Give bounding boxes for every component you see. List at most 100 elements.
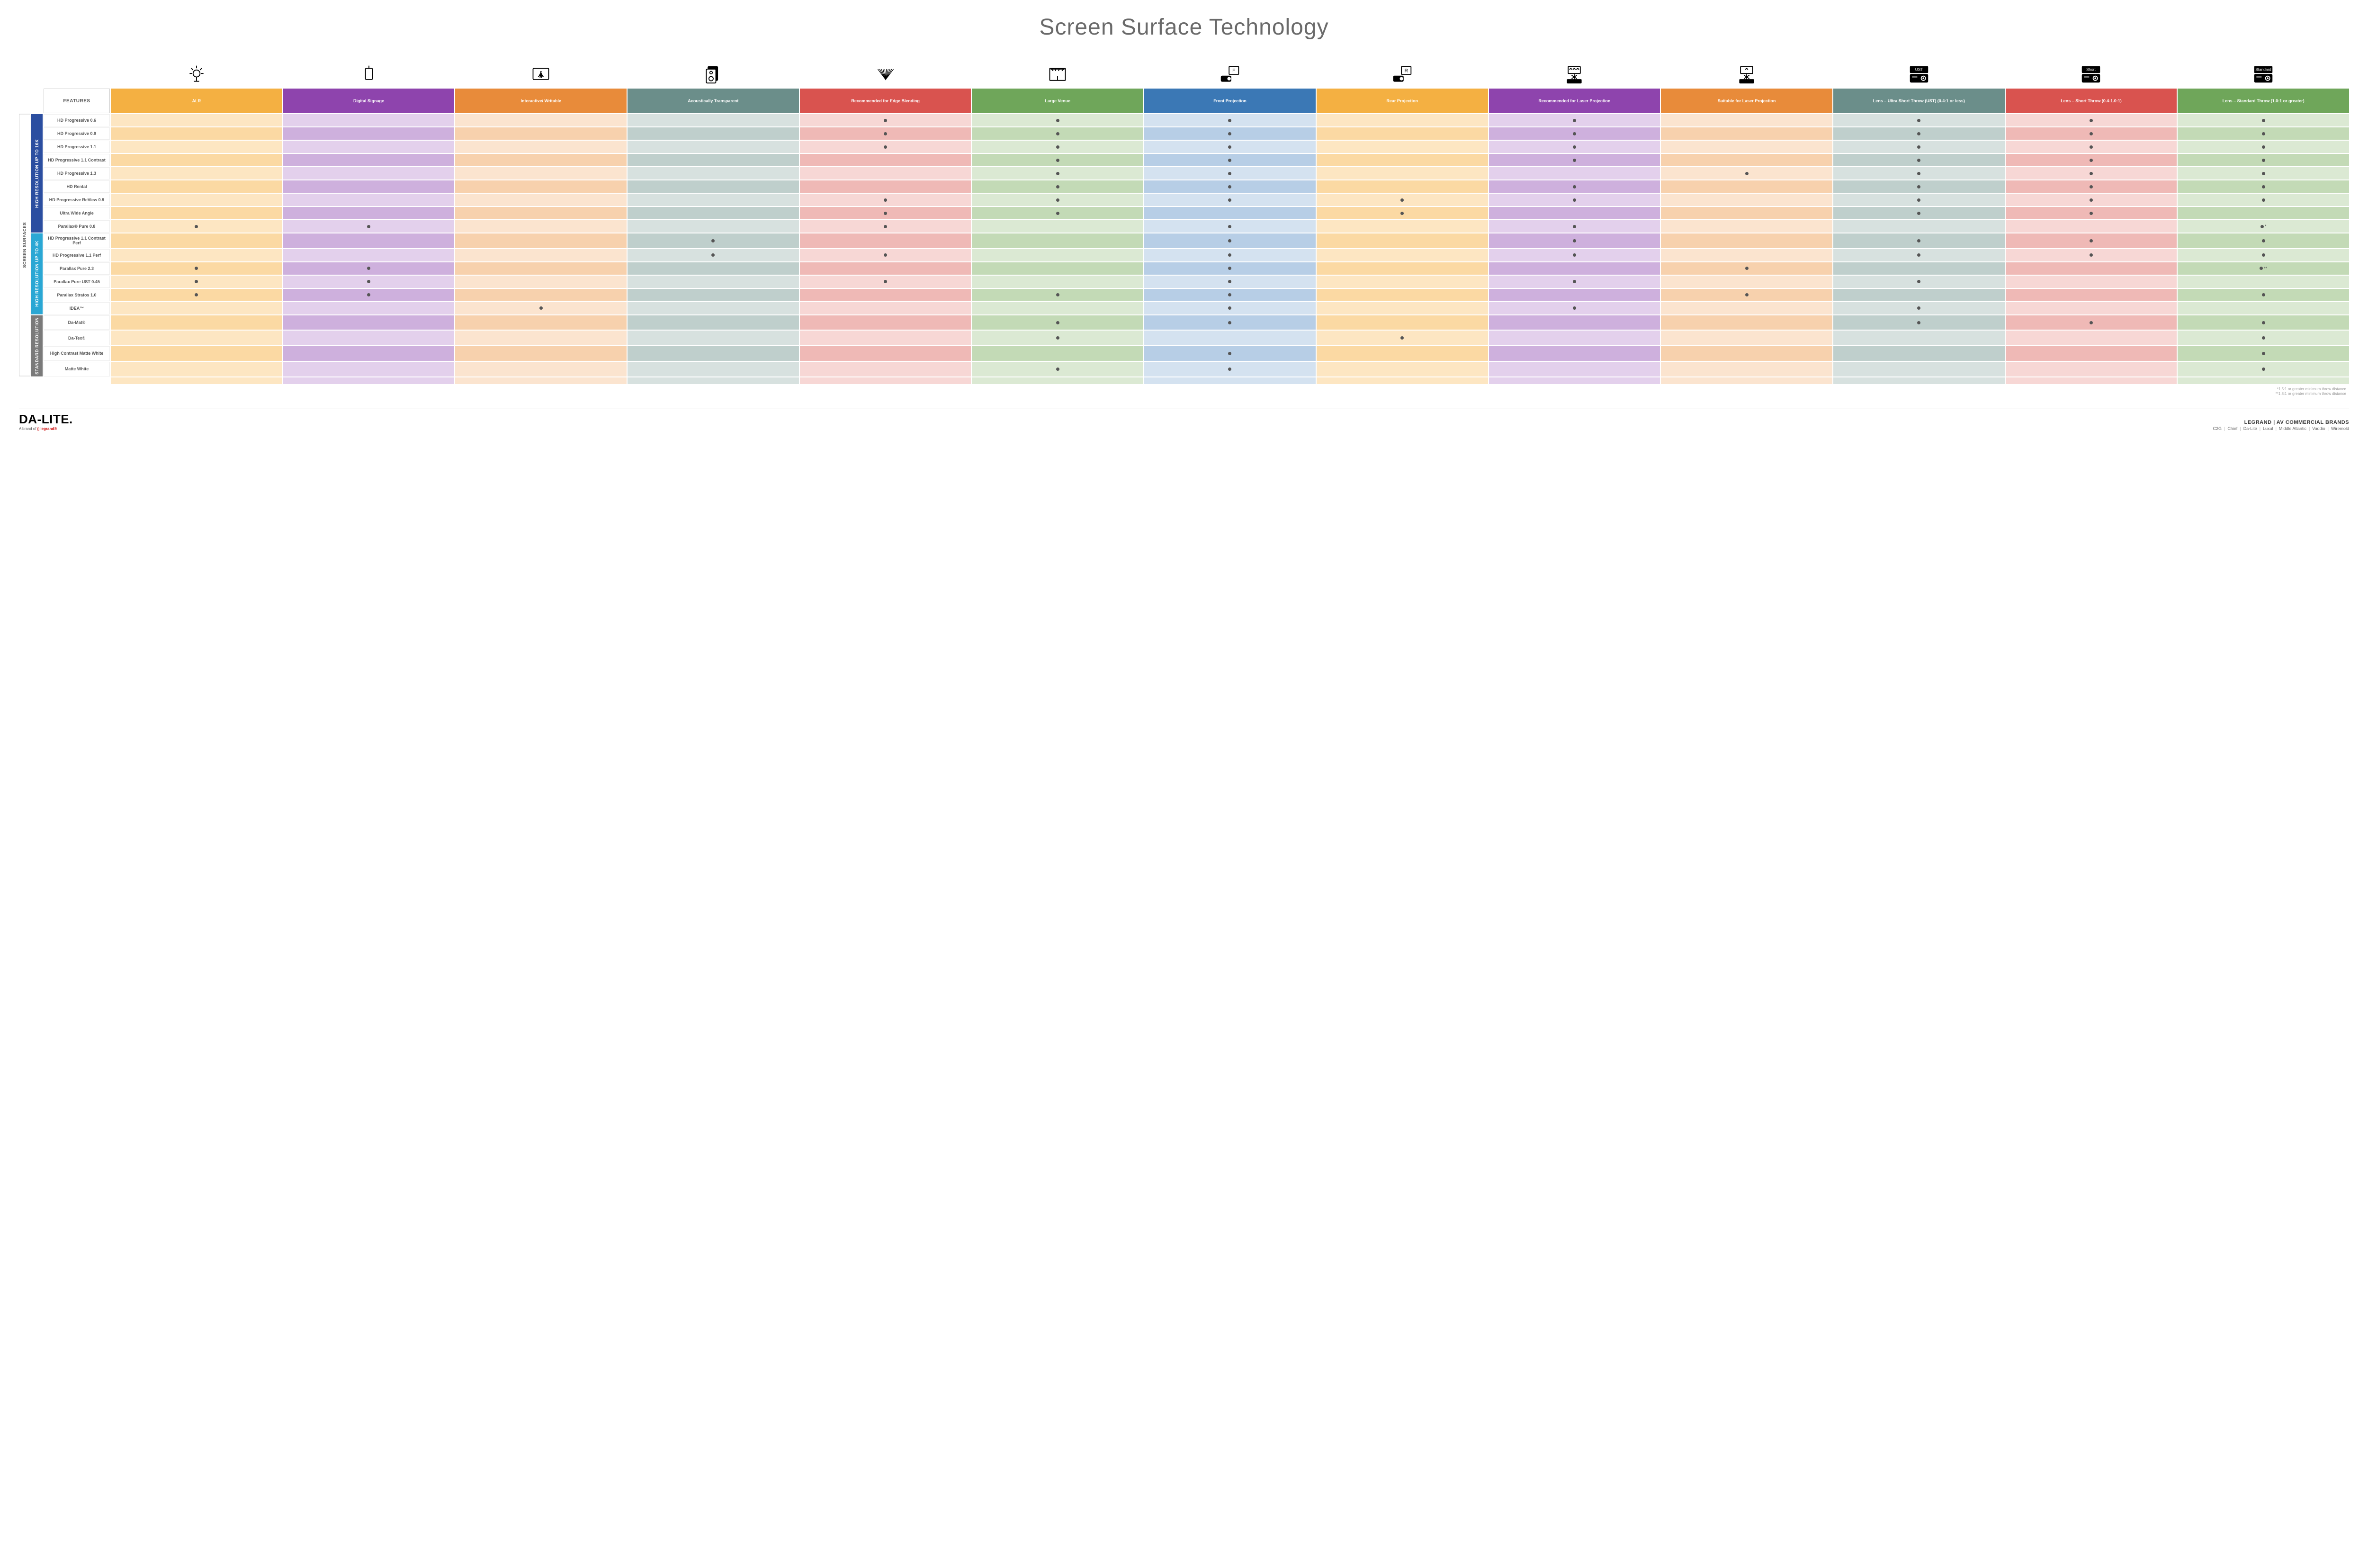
matrix-cell xyxy=(111,167,282,179)
matrix-cell xyxy=(1661,362,1832,376)
row-label: Matte White xyxy=(44,362,110,376)
spacer-cell xyxy=(283,377,455,384)
spacer-cell xyxy=(972,377,1143,384)
matrix-cell xyxy=(1661,207,1832,219)
matrix-cell xyxy=(1661,180,1832,193)
matrix-cell xyxy=(1144,114,1316,126)
spacer-cell xyxy=(628,377,799,384)
matrix-cell xyxy=(1489,249,1660,261)
matrix-cell xyxy=(1144,276,1316,288)
matrix-cell xyxy=(1317,127,1488,140)
matrix-cell xyxy=(2178,233,2349,248)
row-label: HD Progressive ReView 0.9 xyxy=(44,194,110,206)
matrix-cell xyxy=(1489,362,1660,376)
matrix-cell xyxy=(1833,233,2005,248)
spacer-cell xyxy=(1144,377,1316,384)
matrix-cell xyxy=(972,141,1143,153)
matrix-cell xyxy=(2006,276,2177,288)
feature-icon-ust: UST xyxy=(1833,54,2005,88)
matrix-cell xyxy=(455,302,627,314)
matrix-cell xyxy=(2006,127,2177,140)
feature-icon-lv xyxy=(972,54,1143,88)
matrix-cell xyxy=(1833,346,2005,361)
matrix-cell xyxy=(2006,207,2177,219)
matrix-cell xyxy=(628,302,799,314)
matrix-cell xyxy=(455,114,627,126)
matrix-cell xyxy=(800,289,971,301)
column-header: Lens – Ultra Short Throw (UST) (0.4:1 or… xyxy=(1833,89,2005,113)
matrix-cell xyxy=(1317,331,1488,345)
matrix-cell xyxy=(972,194,1143,206)
matrix-cell xyxy=(1144,167,1316,179)
page-footer: DA-LITE. A brand of ▯ legrand® LEGRAND |… xyxy=(19,409,2349,431)
matrix-cell xyxy=(111,262,282,275)
matrix-cell xyxy=(111,362,282,376)
matrix-cell xyxy=(1144,346,1316,361)
column-header: Acoustically Transparent xyxy=(628,89,799,113)
matrix-cell xyxy=(1489,276,1660,288)
matrix-cell xyxy=(1317,362,1488,376)
matrix-cell xyxy=(2006,302,2177,314)
svg-text:F: F xyxy=(1232,68,1235,73)
matrix-cell xyxy=(111,249,282,261)
matrix-cell xyxy=(2178,315,2349,330)
matrix-cell xyxy=(1833,362,2005,376)
matrix-cell xyxy=(1144,207,1316,219)
matrix-cell xyxy=(2178,114,2349,126)
matrix-cell xyxy=(2178,289,2349,301)
row-label: Parallax Pure 2.3 xyxy=(44,262,110,275)
matrix-cell xyxy=(1489,315,1660,330)
matrix-cell xyxy=(111,194,282,206)
row-label: HD Progressive 1.1 Perf xyxy=(44,249,110,261)
spacer-cell xyxy=(2006,377,2177,384)
matrix-cell xyxy=(283,194,455,206)
matrix-cell xyxy=(1317,262,1488,275)
matrix-cell xyxy=(1144,154,1316,166)
matrix-cell xyxy=(2178,362,2349,376)
row-label: HD Progressive 1.1 xyxy=(44,141,110,153)
matrix-cell xyxy=(2178,331,2349,345)
matrix-cell xyxy=(2006,114,2177,126)
matrix-cell xyxy=(628,276,799,288)
row-label: Parallax Stratos 1.0 xyxy=(44,289,110,301)
matrix-cell xyxy=(800,141,971,153)
matrix-cell xyxy=(628,233,799,248)
matrix-cell xyxy=(1661,154,1832,166)
matrix-cell xyxy=(800,127,971,140)
matrix-cell xyxy=(628,207,799,219)
row-label: Ultra Wide Angle xyxy=(44,207,110,219)
matrix-cell xyxy=(972,346,1143,361)
matrix-cell xyxy=(283,180,455,193)
matrix-cell xyxy=(1317,220,1488,233)
matrix-cell xyxy=(1661,331,1832,345)
matrix-cell xyxy=(2178,127,2349,140)
matrix-cell xyxy=(1661,276,1832,288)
matrix-cell xyxy=(111,289,282,301)
row-label: Parallax Pure UST 0.45 xyxy=(44,276,110,288)
matrix-cell xyxy=(800,315,971,330)
svg-text:Short: Short xyxy=(2087,68,2096,72)
matrix-cell xyxy=(1833,315,2005,330)
matrix-cell xyxy=(2006,141,2177,153)
matrix-cell xyxy=(2006,289,2177,301)
spacer-cell xyxy=(1661,377,1832,384)
matrix-cell xyxy=(1661,315,1832,330)
matrix-cell xyxy=(1833,194,2005,206)
matrix-cell xyxy=(283,114,455,126)
feature-icon-edge xyxy=(800,54,971,88)
matrix-cell xyxy=(628,220,799,233)
matrix-cell xyxy=(283,315,455,330)
matrix-cell xyxy=(1661,194,1832,206)
matrix-cell xyxy=(1489,302,1660,314)
matrix-cell xyxy=(1489,141,1660,153)
matrix-cell xyxy=(2178,180,2349,193)
matrix-cell xyxy=(1317,194,1488,206)
matrix-cell xyxy=(1317,249,1488,261)
matrix-cell xyxy=(1144,262,1316,275)
matrix-cell xyxy=(2006,154,2177,166)
matrix-cell xyxy=(1833,220,2005,233)
matrix-cell xyxy=(628,154,799,166)
row-label: IDEA™ xyxy=(44,302,110,314)
matrix-cell xyxy=(800,114,971,126)
matrix-cell xyxy=(1489,289,1660,301)
